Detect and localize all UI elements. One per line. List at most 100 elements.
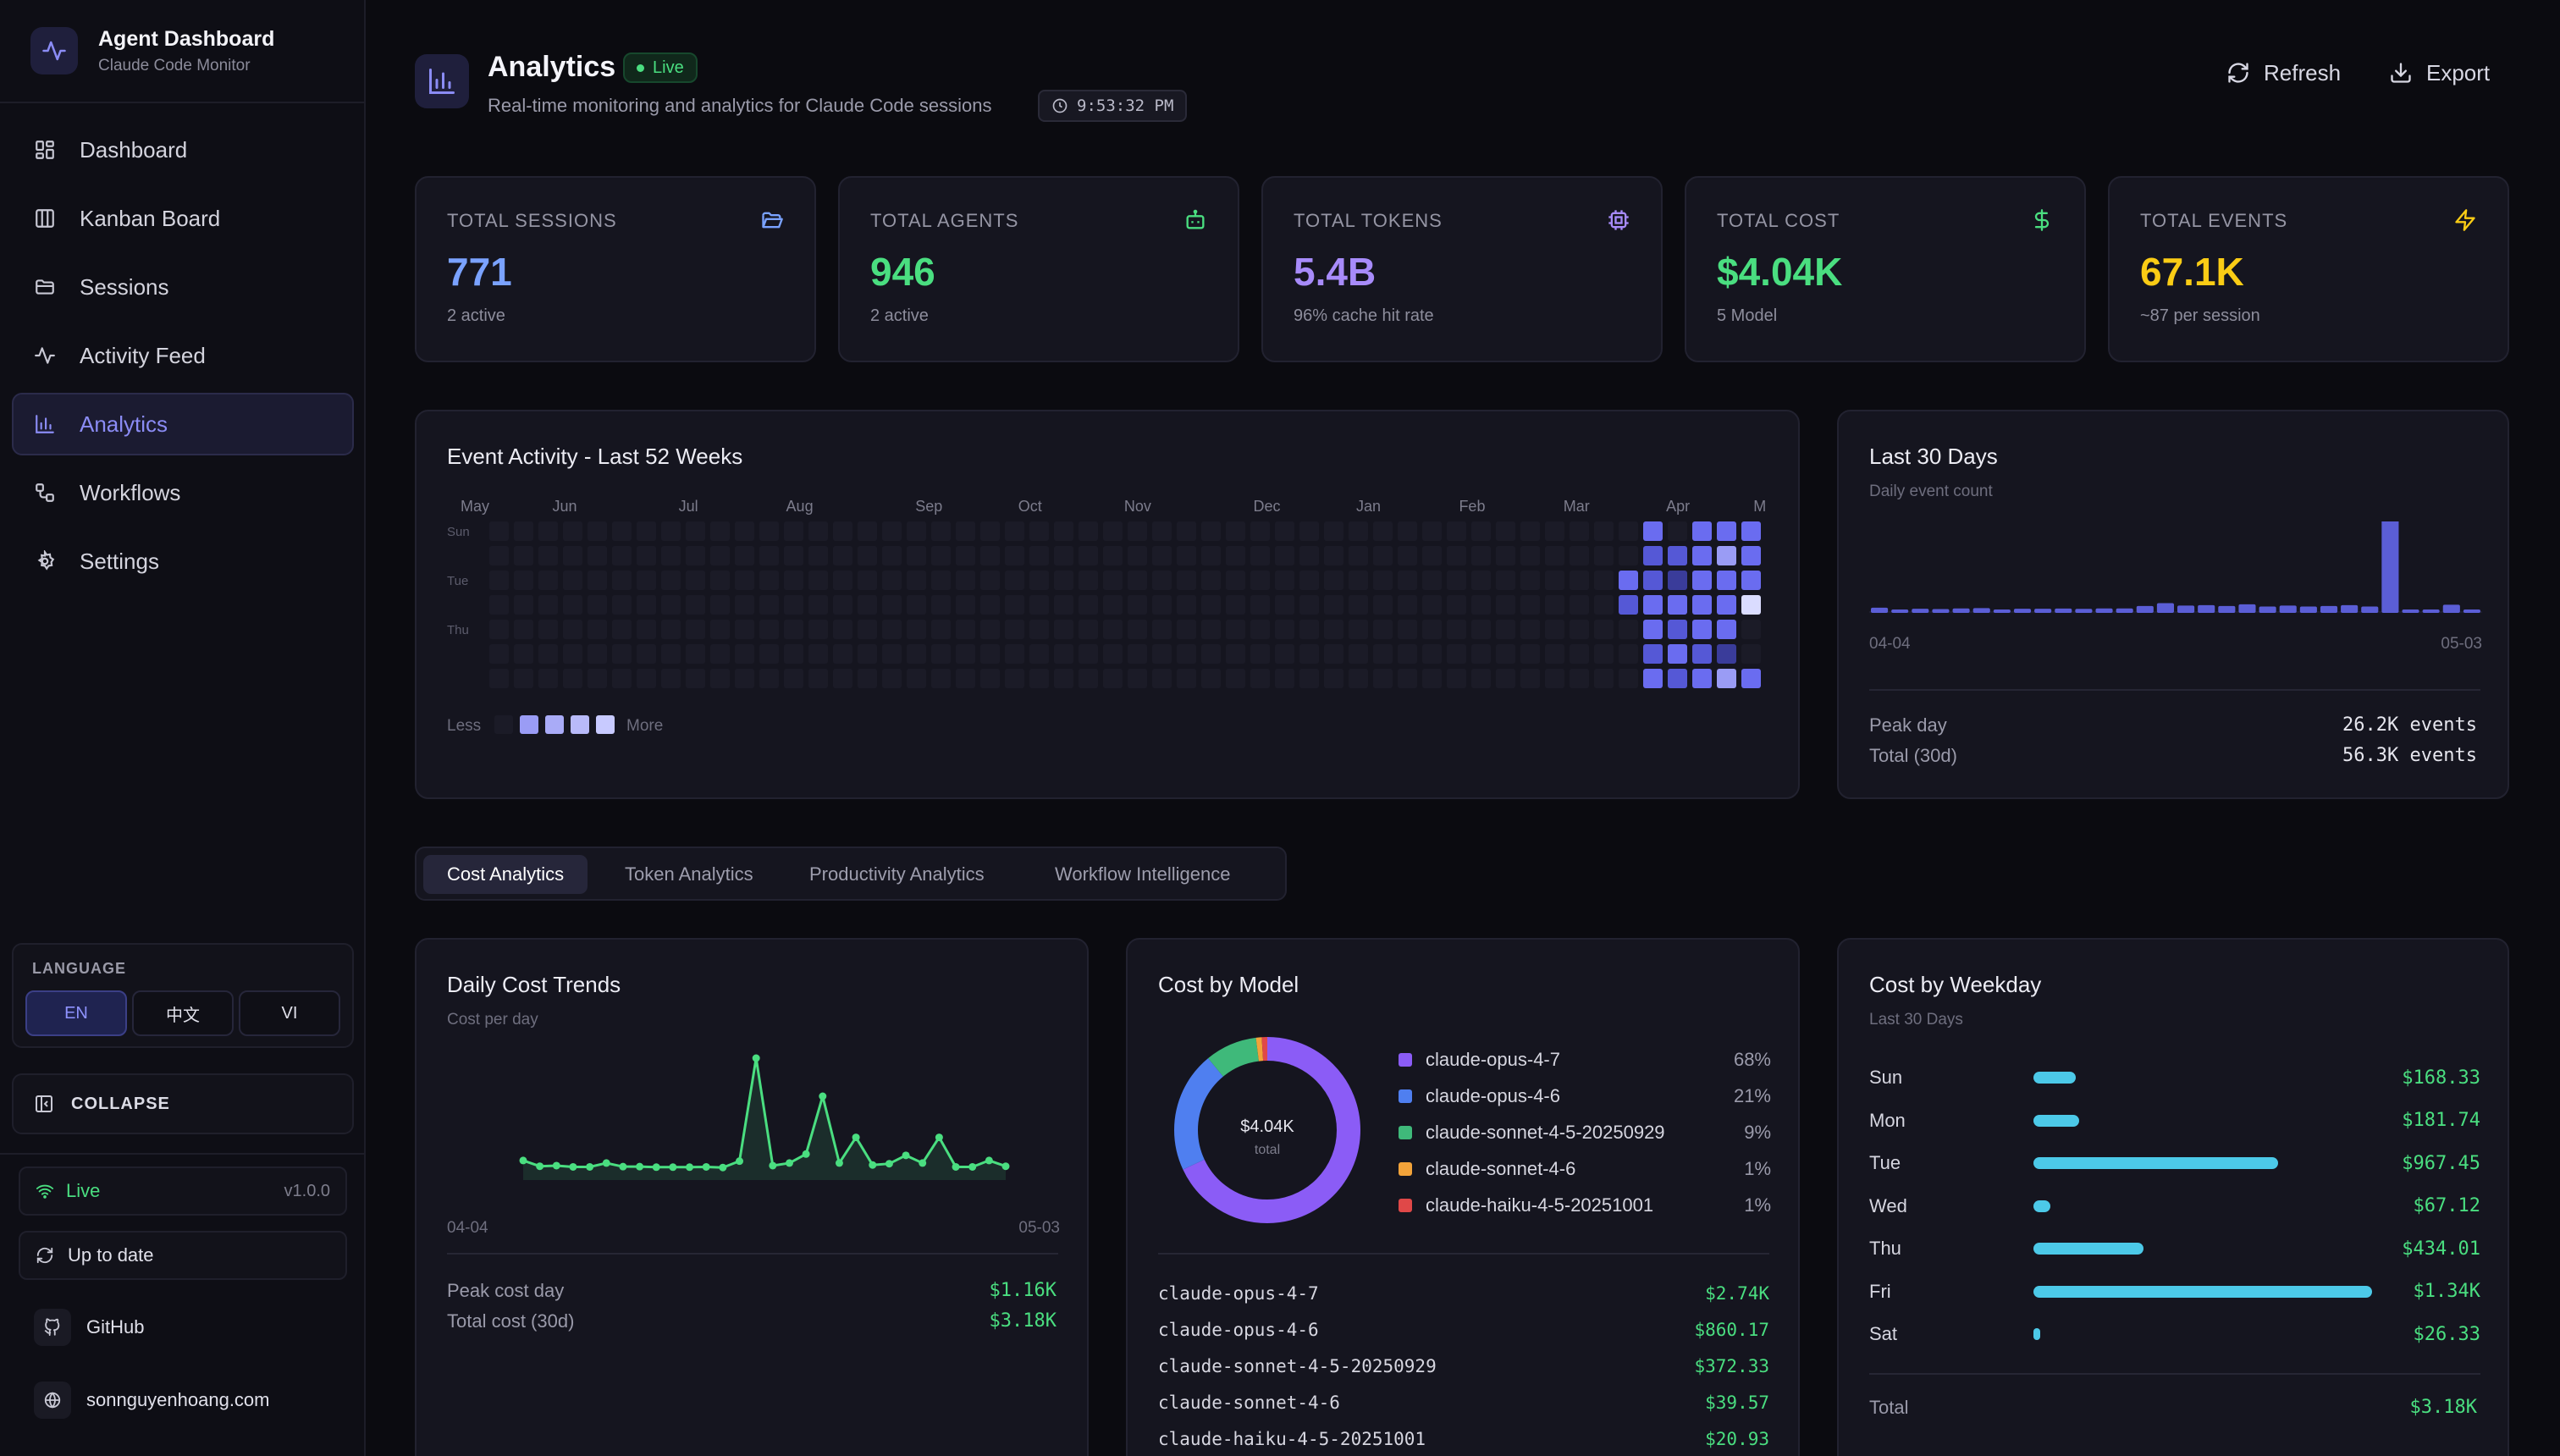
heatmap-cell[interactable] bbox=[1692, 546, 1712, 565]
heatmap-cell[interactable] bbox=[1128, 669, 1147, 688]
heatmap-cell[interactable] bbox=[489, 546, 509, 565]
day-bar[interactable] bbox=[1952, 608, 1970, 613]
heatmap-cell[interactable] bbox=[1594, 595, 1614, 615]
heatmap-cell[interactable] bbox=[1717, 546, 1736, 565]
heatmap-cell[interactable] bbox=[882, 546, 902, 565]
heatmap-cell[interactable] bbox=[735, 669, 754, 688]
cost-point[interactable] bbox=[586, 1162, 594, 1171]
heatmap-cell[interactable] bbox=[1324, 546, 1343, 565]
weekday-bar[interactable] bbox=[2033, 1114, 2080, 1127]
heatmap-cell[interactable] bbox=[931, 669, 951, 688]
heatmap-cell[interactable] bbox=[1373, 644, 1393, 664]
cost-point[interactable] bbox=[619, 1162, 627, 1171]
heatmap-cell[interactable] bbox=[1643, 546, 1663, 565]
brand[interactable]: Agent Dashboard Claude Code Monitor bbox=[30, 25, 274, 76]
heatmap-cell[interactable] bbox=[1520, 669, 1540, 688]
heatmap-cell[interactable] bbox=[1226, 620, 1245, 639]
heatmap-cell[interactable] bbox=[956, 644, 975, 664]
weekday-bar[interactable] bbox=[2033, 1285, 2372, 1298]
heatmap-cell[interactable] bbox=[1005, 571, 1024, 590]
heatmap-cell[interactable] bbox=[1545, 644, 1564, 664]
heatmap-cell[interactable] bbox=[1128, 546, 1147, 565]
heatmap-cell[interactable] bbox=[1545, 595, 1564, 615]
heatmap-cell[interactable] bbox=[784, 546, 803, 565]
heatmap-cell[interactable] bbox=[1668, 595, 1687, 615]
heatmap-cell[interactable] bbox=[686, 595, 705, 615]
cost-point[interactable] bbox=[835, 1159, 843, 1167]
heatmap-cell[interactable] bbox=[1299, 521, 1319, 541]
heatmap-cell[interactable] bbox=[956, 669, 975, 688]
cost-point[interactable] bbox=[968, 1162, 977, 1171]
heatmap-cell[interactable] bbox=[563, 669, 582, 688]
heatmap-cell[interactable] bbox=[1398, 595, 1417, 615]
heatmap-cell[interactable] bbox=[833, 595, 852, 615]
tab-cost-analytics[interactable]: Cost Analytics bbox=[423, 855, 588, 894]
heatmap-cell[interactable] bbox=[735, 644, 754, 664]
heatmap-cell[interactable] bbox=[1422, 546, 1442, 565]
cost-point[interactable] bbox=[569, 1162, 577, 1171]
heatmap-cell[interactable] bbox=[735, 521, 754, 541]
heatmap-cell[interactable] bbox=[612, 571, 632, 590]
day-bar[interactable] bbox=[2177, 605, 2195, 613]
cost-point[interactable] bbox=[519, 1156, 527, 1165]
weekday-bar[interactable] bbox=[2033, 1157, 2278, 1170]
heatmap-cell[interactable] bbox=[882, 669, 902, 688]
cost-point[interactable] bbox=[669, 1163, 677, 1172]
heatmap-cell[interactable] bbox=[637, 571, 656, 590]
heatmap-cell[interactable] bbox=[1643, 571, 1663, 590]
heatmap-cell[interactable] bbox=[1520, 644, 1540, 664]
day-bar[interactable] bbox=[2442, 604, 2460, 613]
heatmap-cell[interactable] bbox=[1103, 644, 1123, 664]
heatmap-cell[interactable] bbox=[1177, 644, 1196, 664]
heatmap-cell[interactable] bbox=[735, 595, 754, 615]
heatmap-cell[interactable] bbox=[1594, 644, 1614, 664]
heatmap-cell[interactable] bbox=[1079, 669, 1098, 688]
heatmap-cell[interactable] bbox=[637, 521, 656, 541]
heatmap-cell[interactable] bbox=[1643, 669, 1663, 688]
heatmap-cell[interactable] bbox=[1471, 521, 1491, 541]
heatmap-cell[interactable] bbox=[1275, 571, 1294, 590]
day-bar[interactable] bbox=[2198, 604, 2215, 613]
heatmap-cell[interactable] bbox=[980, 595, 1000, 615]
heatmap-cell[interactable] bbox=[1054, 595, 1073, 615]
heatmap-cell[interactable] bbox=[759, 546, 779, 565]
heatmap-cell[interactable] bbox=[1643, 644, 1663, 664]
heatmap-cell[interactable] bbox=[1717, 620, 1736, 639]
cost-point[interactable] bbox=[736, 1157, 744, 1166]
day-bar[interactable] bbox=[2320, 605, 2338, 613]
tab-workflow-intelligence[interactable]: Workflow Intelligence bbox=[1055, 863, 1231, 885]
heatmap-cell[interactable] bbox=[514, 546, 533, 565]
heatmap-cell[interactable] bbox=[1177, 521, 1196, 541]
heatmap-cell[interactable] bbox=[1349, 644, 1368, 664]
weekday-bar[interactable] bbox=[2033, 1200, 2051, 1212]
heatmap-cell[interactable] bbox=[1496, 521, 1515, 541]
heatmap-cell[interactable] bbox=[1594, 521, 1614, 541]
heatmap-cell[interactable] bbox=[1741, 571, 1761, 590]
heatmap-cell[interactable] bbox=[980, 644, 1000, 664]
day-bar[interactable] bbox=[1993, 609, 2011, 613]
heatmap-cell[interactable] bbox=[1594, 546, 1614, 565]
heatmap-cell[interactable] bbox=[1520, 595, 1540, 615]
heatmap-cell[interactable] bbox=[956, 546, 975, 565]
sidebar-item-workflows[interactable]: Workflows bbox=[12, 461, 354, 524]
day-bar[interactable] bbox=[1871, 607, 1889, 613]
cost-point[interactable] bbox=[686, 1163, 694, 1172]
heatmap-cell[interactable] bbox=[1128, 521, 1147, 541]
heatmap-cell[interactable] bbox=[1619, 571, 1638, 590]
heatmap-cell[interactable] bbox=[1668, 571, 1687, 590]
heatmap-cell[interactable] bbox=[735, 620, 754, 639]
heatmap-cell[interactable] bbox=[1226, 571, 1245, 590]
heatmap-cell[interactable] bbox=[931, 620, 951, 639]
legend-item[interactable]: claude-sonnet-4-6 1% bbox=[1399, 1150, 1771, 1187]
heatmap-cell[interactable] bbox=[1275, 595, 1294, 615]
heatmap-cell[interactable] bbox=[1250, 644, 1270, 664]
heatmap-cell[interactable] bbox=[1545, 521, 1564, 541]
heatmap-cell[interactable] bbox=[1152, 644, 1172, 664]
heatmap-cell[interactable] bbox=[1201, 595, 1221, 615]
heatmap-cell[interactable] bbox=[1570, 595, 1589, 615]
heatmap-cell[interactable] bbox=[1250, 669, 1270, 688]
heatmap-cell[interactable] bbox=[686, 644, 705, 664]
heatmap-cell[interactable] bbox=[1692, 644, 1712, 664]
heatmap-cell[interactable] bbox=[1029, 644, 1049, 664]
donut-slice[interactable] bbox=[1174, 1037, 1360, 1223]
